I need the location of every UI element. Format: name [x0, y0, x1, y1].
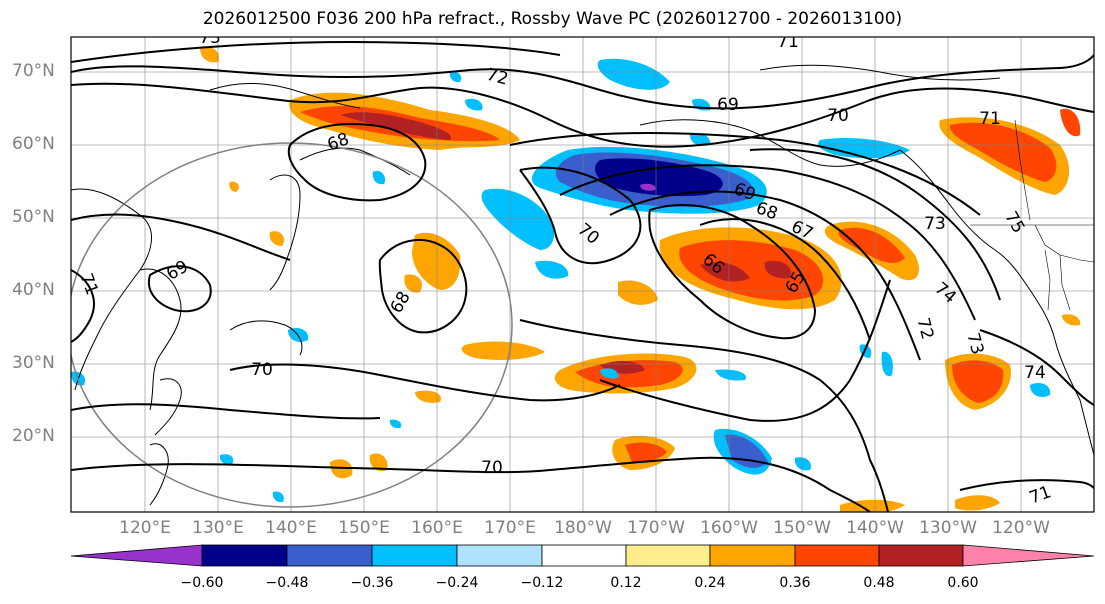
- colorbar-bin: [286, 544, 373, 567]
- colorbar-tick: −0.60: [180, 575, 224, 591]
- colorbar-tick: −0.24: [435, 575, 479, 591]
- colorbar-tick: 0.36: [779, 575, 811, 591]
- colorbar-bin: [878, 544, 964, 567]
- contour-label: 73: [199, 28, 221, 48]
- colorbar-bin: [625, 544, 711, 567]
- colorbar-tick: 0.48: [863, 575, 895, 591]
- colorbar-bin: [794, 544, 880, 567]
- colorbar-tick: −0.48: [265, 575, 309, 591]
- contour-label: 73: [924, 214, 946, 234]
- contour-label: 71: [777, 32, 799, 52]
- contour-label: 74: [1024, 363, 1046, 383]
- lon-label: 120°W: [992, 518, 1050, 538]
- lon-label: 150°W: [773, 518, 831, 538]
- lon-label: 160°W: [700, 518, 758, 538]
- contour-label: 70: [251, 360, 273, 380]
- colorbar-extend-high: [962, 544, 1095, 567]
- lon-label: 160°E: [411, 518, 463, 538]
- colorbar-bin: [201, 544, 288, 567]
- refractivity-contours: [71, 40, 1094, 512]
- contour-label: 70: [481, 458, 503, 478]
- colorbar-tick: 0.24: [694, 575, 726, 591]
- map-frame: [70, 36, 1095, 513]
- colorbar-tick: −0.12: [520, 575, 564, 591]
- colorbar-tick: 0.60: [947, 575, 979, 591]
- lon-label: 140°W: [846, 518, 904, 538]
- colorbar-bin: [371, 544, 458, 567]
- reference-circle: [71, 142, 513, 508]
- lat-label: 60°N: [12, 134, 55, 154]
- lon-label: 150°E: [338, 518, 390, 538]
- lat-label: 30°N: [12, 353, 55, 373]
- map-title: 2026012500 F036 200 hPa refract., Rossby…: [202, 9, 903, 29]
- colorbar-bin: [709, 544, 796, 567]
- contour-label: 69: [717, 95, 739, 115]
- contour-label: 71: [979, 109, 1001, 129]
- lat-label: 20°N: [12, 426, 55, 446]
- lon-label: 120°E: [119, 518, 171, 538]
- lon-label: 170°W: [627, 518, 685, 538]
- lat-label: 50°N: [12, 207, 55, 227]
- borders: [970, 119, 1094, 311]
- lon-label: 170°E: [484, 518, 536, 538]
- lon-label: 140°E: [265, 518, 317, 538]
- lon-label: 130°E: [192, 518, 244, 538]
- lat-label: 70°N: [12, 61, 55, 81]
- lon-label: 180°W: [554, 518, 612, 538]
- colorbar-tick: 0.12: [610, 575, 642, 591]
- lat-label: 40°N: [12, 280, 55, 300]
- colorbar-bin: [541, 544, 627, 567]
- colorbar-bin: [456, 544, 543, 567]
- lon-label: 130°W: [919, 518, 977, 538]
- colorbar: [70, 544, 1095, 567]
- contour-label: 70: [827, 106, 849, 126]
- colorbar-extend-low: [70, 544, 203, 567]
- colorbar-tick: −0.36: [350, 575, 394, 591]
